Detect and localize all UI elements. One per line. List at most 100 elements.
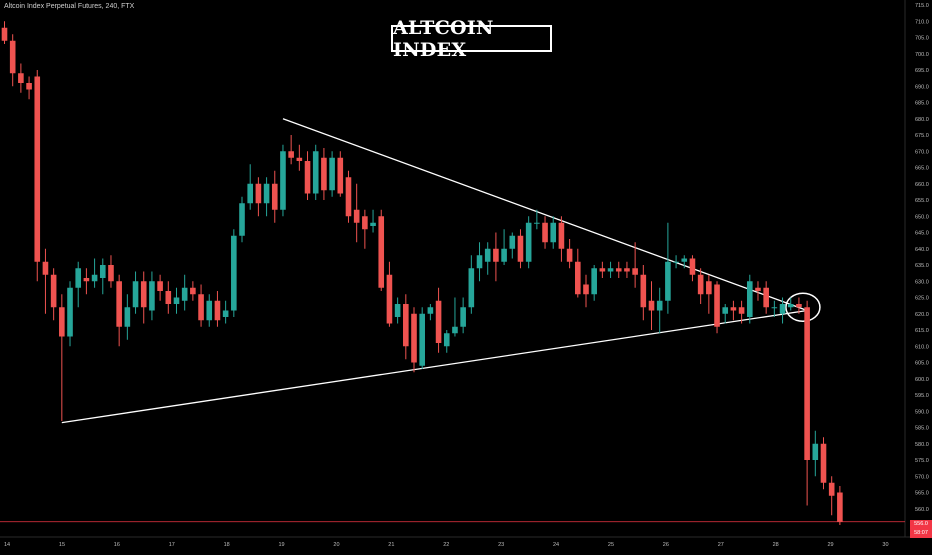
candle-body	[403, 304, 409, 347]
candle	[656, 287, 663, 334]
candle	[706, 274, 712, 314]
candle	[370, 209, 376, 233]
candle-body	[820, 443, 827, 483]
y-tick-label: 680.0	[915, 117, 929, 123]
candle-body	[312, 151, 319, 194]
y-tick-label: 615.0	[915, 328, 929, 334]
candle-body	[755, 287, 761, 291]
y-tick-label: 590.0	[915, 409, 929, 415]
price-axis[interactable]: 560.0 565.0 570.0 575.0 580.0 585.0 590.0 595.0…	[915, 3, 929, 513]
candle	[345, 170, 352, 223]
x-tick-label: 27	[718, 542, 724, 548]
candle-body	[271, 183, 278, 210]
candle-body	[796, 304, 802, 308]
candle-body	[304, 161, 311, 194]
x-tick-label: 29	[828, 542, 834, 548]
candle-body	[714, 284, 720, 327]
candle	[427, 304, 434, 321]
candle-body	[296, 157, 303, 161]
candle	[378, 209, 385, 291]
candle	[435, 287, 442, 353]
candle	[468, 255, 475, 314]
candle-body	[411, 313, 417, 363]
candle	[632, 242, 638, 288]
candle-body	[640, 274, 647, 308]
candle	[222, 300, 229, 324]
candle	[353, 183, 360, 243]
candle-body	[812, 443, 819, 460]
candle	[231, 229, 237, 317]
candle-body	[837, 492, 843, 522]
candle	[476, 242, 483, 282]
candle	[149, 271, 155, 321]
candle-body	[378, 216, 385, 288]
y-tick-label: 715.0	[915, 3, 929, 9]
x-tick-label: 16	[114, 542, 120, 548]
candle-body	[165, 291, 172, 304]
candle	[681, 255, 688, 269]
candle	[386, 261, 393, 327]
candle	[173, 287, 180, 314]
candle	[288, 135, 294, 165]
candle-body	[75, 268, 82, 288]
candle-body	[689, 258, 696, 275]
candle	[181, 274, 188, 311]
candle	[296, 144, 303, 171]
triangle-trendline	[61, 309, 808, 424]
candle-body	[59, 307, 65, 337]
triangle-trendline	[282, 118, 808, 312]
candle	[665, 222, 671, 314]
x-tick-label: 30	[882, 542, 888, 548]
candle-body	[706, 281, 712, 295]
candle	[583, 274, 589, 308]
y-tick-label: 675.0	[915, 133, 929, 139]
x-tick-label: 17	[169, 542, 175, 548]
candle-body	[108, 265, 114, 282]
last-price-tag: 556.0	[910, 520, 932, 529]
x-tick-label: 26	[663, 542, 669, 548]
candle-body	[124, 307, 131, 327]
candle	[263, 177, 270, 217]
candle-body	[763, 287, 769, 308]
candle	[796, 297, 802, 314]
candle-body	[206, 300, 213, 321]
y-tick-label: 595.0	[915, 393, 929, 399]
countdown-tag: 58:07	[910, 529, 932, 538]
candle-body	[231, 235, 237, 311]
candle-body	[468, 268, 475, 308]
candle	[673, 255, 679, 269]
candle	[321, 148, 327, 200]
candle-body	[632, 268, 638, 275]
candle	[714, 281, 720, 334]
candle-body	[132, 281, 139, 308]
candle-body	[517, 235, 524, 262]
time-axis[interactable]: 14 15 16 17 18 19 20 21 22 23 24 25 26 27 28 29 30	[4, 542, 889, 548]
candle	[198, 284, 204, 327]
candle-body	[181, 287, 188, 301]
candle-body	[214, 300, 221, 321]
y-tick-label: 660.0	[915, 182, 929, 188]
candles	[1, 21, 843, 525]
candle-body	[18, 73, 24, 83]
y-tick-label: 625.0	[915, 296, 929, 302]
x-tick-label: 18	[224, 542, 230, 548]
x-tick-label: 25	[608, 542, 614, 548]
candle-body	[9, 40, 16, 74]
candle	[75, 261, 82, 308]
candle-body	[804, 307, 810, 460]
candle	[132, 271, 139, 314]
y-tick-label: 640.0	[915, 247, 929, 253]
candle-body	[239, 203, 245, 236]
candle	[443, 330, 450, 353]
candle-body	[157, 281, 163, 291]
y-tick-label: 630.0	[915, 279, 929, 285]
candle-body	[525, 222, 532, 262]
candle-body	[575, 261, 581, 295]
candle-body	[280, 151, 286, 210]
y-tick-label: 600.0	[915, 377, 929, 383]
candle	[124, 294, 131, 340]
candle-body	[828, 482, 835, 496]
candle-body	[83, 278, 90, 282]
